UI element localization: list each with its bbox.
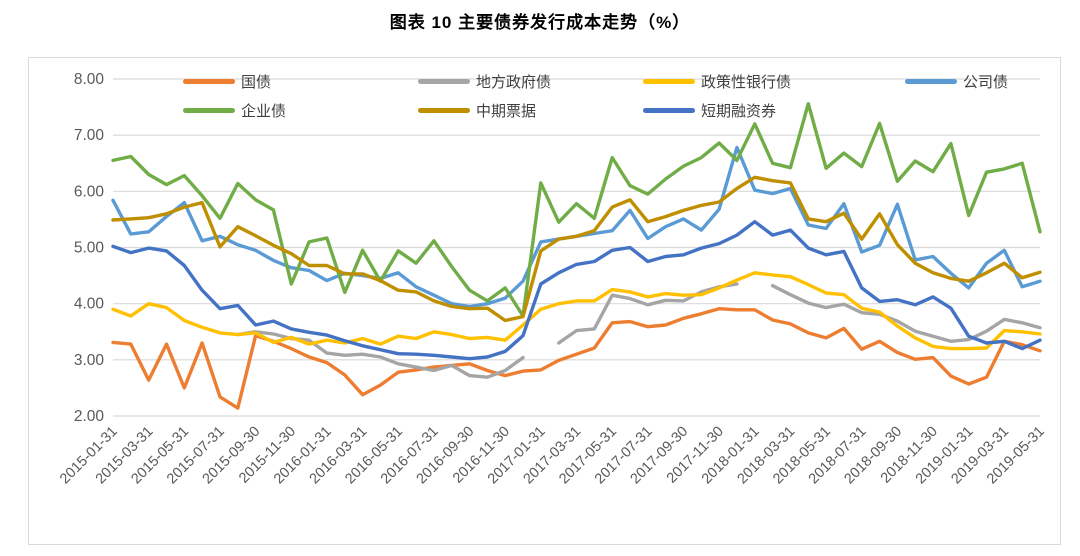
legend-label: 国债 [241,74,272,91]
legend-row-2: 企业债 中期票据 短期融资券 [183,100,905,121]
legend-item: 中期票据 [418,100,643,121]
legend-item: 政策性银行债 [643,71,905,92]
series-line [111,145,1042,309]
y-axis-tick-label: 7.00 [74,127,105,144]
series-line [111,102,1042,318]
legend-item: 短期融资券 [643,100,905,121]
legend-swatch-icon [643,79,695,84]
legend-swatch-icon [418,79,470,84]
y-axis-tick-label: 6.00 [74,183,105,200]
y-axis-tick-label: 3.00 [74,352,105,369]
legend-item: 地方政府债 [418,71,643,92]
legend-label: 公司债 [963,74,1009,91]
legend-swatch-icon [643,108,695,113]
legend-label: 政策性银行债 [701,74,792,91]
legend-label: 短期融资券 [701,103,777,120]
y-axis-tick-label: 5.00 [74,240,105,257]
legend-item: 公司债 [905,71,1008,92]
series-line [236,282,1042,379]
legend-item: 国债 [183,71,418,92]
series-line [111,220,1042,361]
chart-title: 图表 10 主要债券发行成本走势（%） [389,13,691,32]
legend-row-1: 国债 地方政府债 政策性银行债 公司债 [183,71,1008,92]
y-axis-tick-label: 8.00 [74,71,105,88]
legend-label: 地方政府债 [476,74,552,91]
y-axis-tick-label: 4.00 [74,296,105,313]
legend-label: 中期票据 [476,103,537,120]
legend-swatch-icon [905,79,957,84]
legend-item: 企业债 [183,100,418,121]
legend-swatch-icon [183,108,235,113]
legend-label: 企业债 [241,103,287,120]
legend-swatch-icon [418,108,470,113]
series-line [111,271,1042,351]
y-axis-tick-label: 2.00 [74,408,105,425]
series-line [111,175,1042,323]
legend-swatch-icon [183,79,235,84]
